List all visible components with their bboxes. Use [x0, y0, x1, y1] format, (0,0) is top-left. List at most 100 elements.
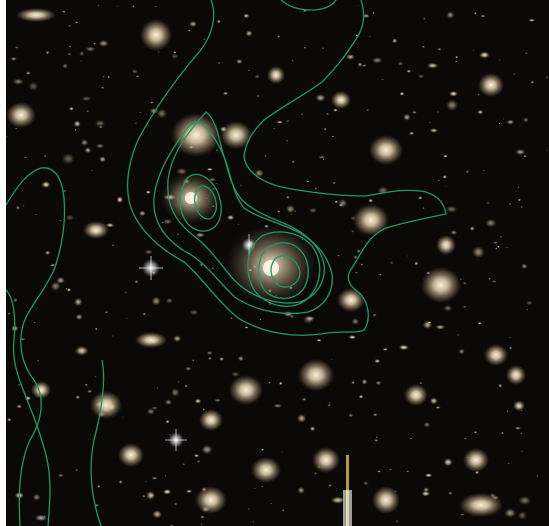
faint-galaxy: [142, 494, 146, 498]
faint-galaxy: [200, 523, 203, 525]
faint-galaxy: [435, 324, 446, 330]
galaxy: [421, 267, 461, 303]
faint-galaxy: [157, 51, 161, 54]
faint-galaxy: [421, 491, 431, 497]
faint-galaxy: [518, 496, 532, 505]
faint-galaxy: [206, 351, 213, 355]
faint-galaxy: [102, 75, 106, 78]
faint-galaxy: [499, 236, 503, 238]
faint-galaxy: [154, 5, 157, 8]
faint-galaxy: [116, 5, 119, 7]
faint-galaxy: [93, 42, 96, 45]
faint-galaxy: [182, 463, 186, 465]
faint-galaxy: [363, 13, 370, 19]
faint-galaxy: [134, 122, 137, 124]
faint-galaxy: [252, 520, 255, 523]
faint-galaxy: [74, 128, 77, 131]
faint-galaxy: [328, 483, 332, 488]
faint-galaxy: [230, 317, 233, 319]
faint-galaxy: [173, 503, 178, 505]
faint-galaxy: [477, 109, 484, 115]
faint-galaxy: [264, 154, 267, 157]
faint-galaxy: [406, 69, 412, 73]
faint-galaxy: [497, 245, 500, 248]
faint-galaxy: [417, 74, 425, 79]
faint-galaxy: [176, 233, 180, 236]
faint-galaxy: [253, 487, 256, 490]
galaxy: [331, 91, 351, 109]
faint-galaxy: [100, 86, 105, 89]
faint-galaxy: [486, 202, 490, 204]
faint-galaxy: [351, 318, 360, 325]
faint-galaxy: [57, 473, 64, 478]
faint-galaxy: [202, 38, 207, 41]
faint-galaxy: [520, 432, 523, 434]
faint-galaxy: [334, 200, 339, 204]
faint-galaxy: [131, 69, 138, 74]
faint-galaxy: [424, 473, 433, 478]
faint-galaxy: [219, 357, 224, 361]
faint-galaxy: [437, 179, 440, 182]
faint-galaxy: [121, 416, 124, 418]
faint-galaxy: [61, 153, 75, 165]
faint-galaxy: [65, 288, 68, 290]
faint-galaxy: [450, 230, 458, 235]
faint-galaxy: [514, 426, 522, 430]
faint-galaxy: [328, 401, 331, 404]
faint-galaxy: [536, 475, 539, 477]
faint-galaxy: [480, 14, 486, 18]
faint-galaxy: [509, 337, 512, 339]
faint-galaxy: [477, 322, 483, 325]
faint-galaxy: [99, 156, 106, 163]
galaxy: [6, 102, 36, 128]
faint-galaxy: [374, 439, 379, 442]
faint-galaxy: [202, 408, 205, 411]
faint-galaxy: [217, 61, 221, 65]
faint-galaxy: [146, 491, 156, 500]
faint-galaxy: [15, 205, 21, 210]
faint-galaxy: [86, 389, 93, 393]
faint-galaxy: [305, 316, 315, 321]
faint-galaxy: [151, 296, 161, 306]
faint-galaxy: [80, 139, 89, 146]
faint-galaxy: [65, 214, 74, 221]
galaxy: [220, 121, 252, 149]
contour-level-4: [247, 231, 321, 307]
faint-galaxy: [56, 276, 65, 284]
galaxy: [478, 73, 504, 97]
faint-galaxy: [69, 106, 74, 111]
faint-galaxy: [15, 127, 18, 130]
galaxy: [83, 221, 109, 239]
faint-galaxy: [50, 279, 53, 280]
faint-galaxy: [418, 196, 423, 200]
faint-galaxy: [447, 491, 453, 496]
faint-galaxy: [446, 11, 455, 19]
faint-galaxy: [462, 281, 468, 285]
faint-galaxy: [163, 489, 172, 495]
faint-galaxy: [506, 119, 515, 125]
galaxy: [463, 448, 489, 472]
faint-galaxy: [523, 155, 527, 158]
faint-galaxy: [545, 149, 548, 151]
faint-galaxy: [186, 489, 193, 494]
faint-galaxy: [313, 471, 318, 475]
faint-galaxy: [443, 458, 453, 467]
faint-galaxy: [236, 59, 243, 64]
galaxy: [31, 381, 51, 399]
faint-galaxy: [50, 281, 61, 291]
faint-galaxy: [508, 346, 513, 350]
faint-galaxy: [79, 51, 85, 57]
faint-galaxy: [44, 155, 47, 158]
galaxy: [353, 204, 389, 236]
faint-galaxy: [454, 60, 458, 63]
faint-galaxy: [239, 184, 242, 187]
galaxy: [369, 135, 403, 165]
faint-galaxy: [469, 226, 475, 231]
faint-galaxy: [459, 513, 465, 516]
galaxy: [229, 375, 263, 405]
faint-galaxy: [351, 230, 355, 233]
faint-galaxy: [528, 18, 536, 22]
faint-galaxy: [408, 131, 415, 136]
contour-peak-west-inner: [193, 185, 218, 220]
galaxy-cluster-field: [6, 0, 549, 526]
